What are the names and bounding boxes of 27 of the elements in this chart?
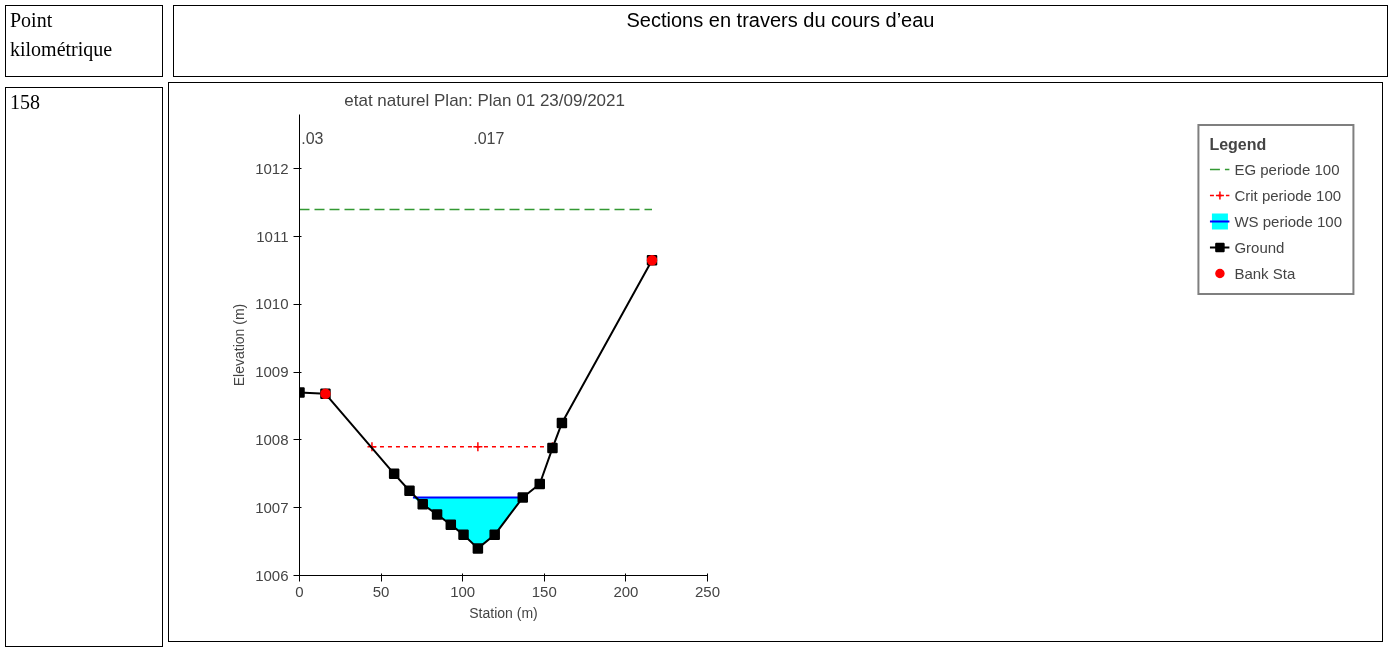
y-axis-title: Elevation (m): [231, 303, 248, 387]
y-tick-label: 1006: [255, 566, 289, 584]
x-tick-label: 150: [531, 582, 557, 600]
y-tick-label: 1010: [255, 295, 289, 313]
legend-label: Ground: [1234, 238, 1285, 256]
legend-label: Bank Sta: [1234, 264, 1296, 282]
legend-label: WS periode 100: [1234, 212, 1342, 230]
legend-label: EG periode 100: [1234, 160, 1340, 178]
text: Point kilométrique: [10, 8, 114, 63]
annotation: .017: [473, 130, 505, 148]
text: Sections en travers du cours d’eau: [626, 8, 935, 33]
legend-label: Crit periode 100: [1234, 186, 1342, 204]
x-tick-label: 0: [295, 582, 304, 600]
y-tick-label: 1008: [255, 430, 289, 448]
y-tick-label: 1012: [255, 159, 289, 177]
y-tick-label: 1011: [256, 227, 289, 245]
chart-title: etat naturel Plan: Plan 01 23/09/2021: [344, 90, 625, 110]
annotation: .03: [301, 130, 324, 148]
x-tick-label: 50: [372, 582, 390, 600]
x-axis-title: Station (m): [469, 604, 538, 621]
y-tick-label: 1009: [255, 363, 289, 381]
text: 158: [10, 90, 40, 115]
x-tick-label: 200: [613, 582, 639, 600]
legend-title: Legend: [1209, 136, 1268, 154]
x-tick-label: 100: [450, 582, 476, 600]
x-tick-label: 250: [694, 582, 721, 600]
y-tick-label: 1007: [255, 498, 289, 516]
